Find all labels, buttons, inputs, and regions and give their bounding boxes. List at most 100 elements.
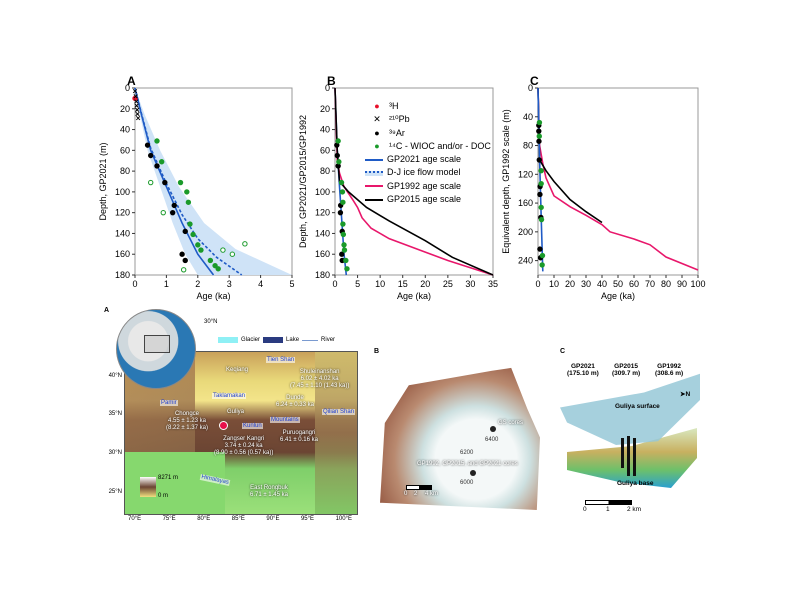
data-point <box>538 216 545 223</box>
x-tick-label: 35 <box>488 279 498 289</box>
data-point <box>537 191 543 198</box>
data-point <box>198 247 204 253</box>
panel-label: A <box>127 74 136 88</box>
x-tick-label: 0 <box>132 279 137 289</box>
river-swatch <box>302 339 319 341</box>
y-tick-label: 160 <box>315 249 330 259</box>
model-panel: C GP2021 (175.10 m) GP2015 (309.7 m) GP199… <box>555 340 705 520</box>
elevation-colorbar <box>140 477 156 497</box>
data-point <box>212 262 218 269</box>
data-point <box>341 247 348 253</box>
site-guliya: Guliya <box>227 409 245 415</box>
legend-210pb: ✕ ²¹⁰Pb <box>373 114 410 125</box>
map-legend: Glacier Lake River <box>218 337 335 343</box>
y-tick-label: 160 <box>115 249 130 259</box>
y-tick-label: 60 <box>320 145 330 155</box>
data-point <box>154 138 160 144</box>
core-bar-2015 <box>627 436 630 476</box>
lake-label: Lake <box>286 337 300 343</box>
x-tick-label: 3 <box>227 279 232 289</box>
data-point <box>341 242 347 248</box>
data-point <box>148 179 154 186</box>
legend-39ar: ● ³⁹Ar <box>374 127 405 138</box>
panel-label-a: A <box>104 307 110 314</box>
model-scale-0: 0 <box>583 506 587 513</box>
y-tick-label: 0 <box>125 83 130 93</box>
data-point <box>148 152 154 159</box>
data-point-pb <box>134 99 139 104</box>
data-point <box>162 179 168 186</box>
data-point <box>339 189 346 195</box>
y-tick-label: 120 <box>115 208 130 218</box>
site-keqiang: Keqiang <box>226 367 249 373</box>
gp-cores-label: GP1992, GP2015, and GP2021 cores <box>417 461 518 467</box>
data-point <box>538 168 544 174</box>
data-point <box>187 221 193 227</box>
y-tick-label: 0 <box>528 83 533 93</box>
guliya-marker <box>219 421 228 430</box>
region-pamir: Pamir <box>160 400 178 406</box>
data-point <box>242 241 248 247</box>
y-tick-label: 120 <box>518 169 533 179</box>
y-axis-label: Depth, GP2021/GP2015/GP1992 <box>298 115 308 248</box>
model-scale-1: 1 <box>606 506 610 513</box>
data-point <box>195 242 201 248</box>
glacier-label: Glacier <box>241 337 261 343</box>
surface-label: Guliya surface <box>615 403 660 410</box>
x-tick-label: 30 <box>465 279 475 289</box>
site-puruogangri: Puruogangri 6.41 ± 0.16 ka <box>280 430 318 443</box>
elev-min: 0 m <box>158 493 169 499</box>
y-tick-label: 60 <box>120 145 130 155</box>
x-tick-label: 10 <box>375 279 385 289</box>
site-east-rongbuk: East Rongbuk 6.71 ± 1.45 ka <box>250 485 288 498</box>
base-label: Guliya base <box>617 480 654 487</box>
data-point <box>340 199 346 205</box>
x-tick-label: 10 <box>549 279 559 289</box>
y-tick-label: 140 <box>115 228 130 238</box>
x-tick-label: 25 <box>443 279 453 289</box>
y-tick-label: 40 <box>120 125 130 135</box>
y-tick-label: 80 <box>320 166 330 176</box>
lat-35: 35°N <box>108 411 122 417</box>
site-zangser: Zangser Kangri 3.74 ± 0.24 ka (8.90 ± 0.56… <box>214 436 274 456</box>
gp-core-marker <box>470 470 476 476</box>
legend-gp2021: GP2021 age scale <box>365 153 491 166</box>
data-point <box>336 159 342 165</box>
y-tick-label: 100 <box>115 187 130 197</box>
data-point-pb <box>135 107 140 112</box>
data-point <box>335 163 341 169</box>
data-point-pb <box>135 111 140 117</box>
contour-6400: 6400 <box>485 437 499 443</box>
y-tick-label: 80 <box>120 166 130 176</box>
data-point <box>338 179 345 186</box>
data-point <box>154 163 160 169</box>
glacier-swatch <box>218 337 238 343</box>
y-axis-label: Equivalent depth, GP1992 scale (m) <box>501 109 511 254</box>
site-chongce: Chongce 4.55 ± 1.23 ka (8.22 ± 1.37 ka) <box>166 411 208 431</box>
data-point-pb <box>132 88 138 94</box>
region-taklamakan: Taklamakan <box>212 393 247 399</box>
photo-scale-2: 2 <box>414 491 418 497</box>
series-line-gp1992-age-scale <box>537 87 699 271</box>
data-point <box>337 209 344 216</box>
x-tick-label: 0 <box>332 279 337 289</box>
gs-cores-label: GS cores <box>498 420 524 426</box>
model-scale-bar <box>585 500 632 505</box>
data-point <box>160 209 166 216</box>
data-point <box>536 157 542 163</box>
region-kunlun: Kunlun <box>242 423 263 429</box>
y-tick-label: 40 <box>320 125 330 135</box>
x-tick-label: 1 <box>164 279 169 289</box>
data-point-pb <box>133 94 138 99</box>
data-point <box>169 209 176 216</box>
data-point <box>185 199 192 205</box>
y-tick-label: 160 <box>518 198 533 208</box>
globe-inset <box>116 309 196 389</box>
chart-C: C0 10 20 30 40 50 60 70 80 90 10004080120160200240… <box>501 74 706 301</box>
lake-swatch <box>263 337 284 343</box>
chart-B: B0 5 10 15 20 25 30 35020406080100120140160180A… <box>298 74 498 301</box>
legend-14c: ● ¹⁴C - WIOC and/or - DOC <box>374 140 491 151</box>
gs-core-marker <box>490 426 496 432</box>
region-qilian: Qilian Shan <box>322 409 356 415</box>
